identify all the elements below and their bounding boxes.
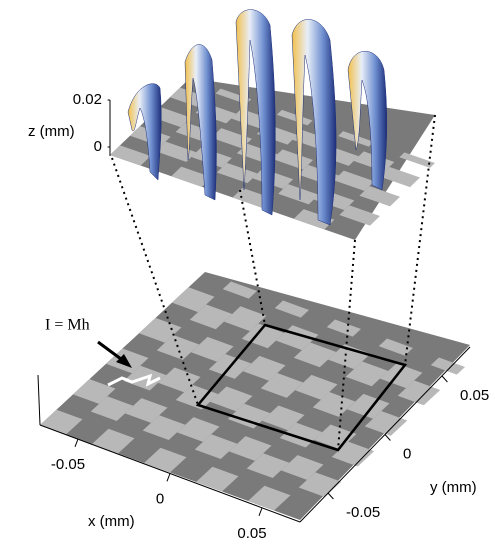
axis-line (38, 375, 40, 425)
tick-mark (442, 376, 447, 382)
tick-mark (75, 439, 78, 447)
x-axis-label: x (mm) (88, 513, 135, 530)
figure: I = Mh z (mm) x (mm) y (mm) 0.02 0 -0.05 0 0… (0, 0, 495, 554)
tick-mark (167, 474, 170, 482)
annotation: I = Mh (45, 317, 90, 334)
tick-label: 0.05 (237, 525, 266, 542)
tick-label: 0.02 (73, 91, 102, 108)
y-axis-label: y (mm) (430, 479, 477, 496)
tick-label: 0 (94, 138, 102, 155)
tick-label: -0.05 (51, 456, 85, 473)
tick-label: 0.05 (460, 387, 489, 404)
tick-label: 0 (403, 445, 411, 462)
tick-label: 0 (156, 490, 164, 507)
tick-label: -0.05 (346, 504, 380, 521)
z-axis-label: z (mm) (28, 123, 75, 140)
tick-mark (328, 493, 333, 499)
lower-plate (40, 272, 470, 520)
tick-mark (259, 508, 262, 516)
